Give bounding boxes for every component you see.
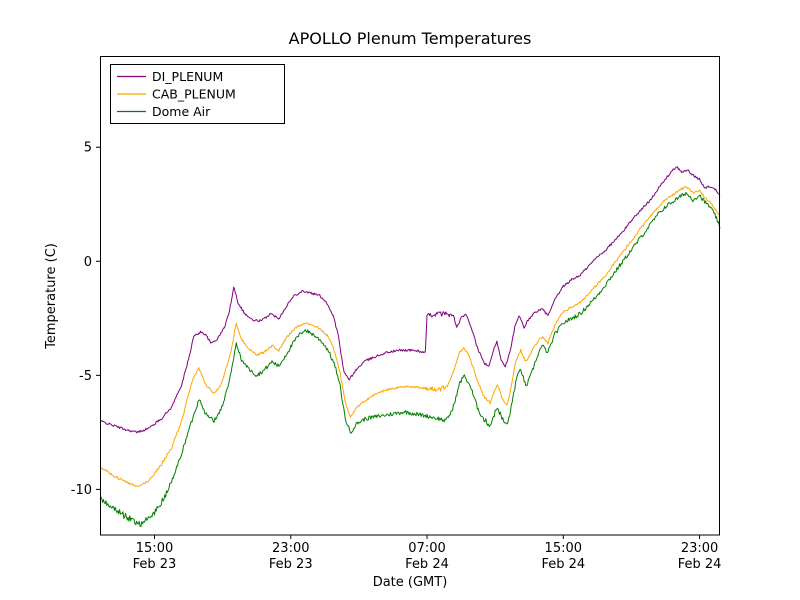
x-tick-label-date: Feb 23	[269, 557, 313, 572]
chart-title: APOLLO Plenum Temperatures	[289, 29, 532, 48]
series-line-dome-air	[99, 191, 721, 528]
x-tick-label-time: 23:00	[272, 541, 309, 556]
x-axis-label: Date (GMT)	[373, 575, 448, 590]
series-line-cab-plenum	[99, 186, 721, 488]
legend-label: CAB_PLENUM	[152, 87, 236, 102]
x-tick-label-date: Feb 24	[541, 557, 585, 572]
legend-label: Dome Air	[152, 104, 211, 119]
x-tick-label-date: Feb 24	[678, 557, 722, 572]
series-group	[99, 166, 721, 528]
legend: DI_PLENUM CAB_PLENUM Dome Air	[110, 64, 285, 124]
y-tick-label: -10	[71, 483, 92, 498]
legend-label: DI_PLENUM	[152, 69, 223, 84]
x-tick-label-time: 15:00	[136, 541, 173, 556]
plot-frame	[100, 56, 720, 536]
x-tick-label-time: 15:00	[545, 541, 582, 556]
series-line-di-plenum	[99, 166, 721, 434]
y-tick-label: -5	[79, 369, 92, 384]
x-tick-label-time: 23:00	[681, 541, 718, 556]
y-axis-label: Temperature (C)	[44, 243, 59, 350]
y-tick-label: 0	[84, 255, 92, 270]
x-tick-label-time: 07:00	[408, 541, 445, 556]
x-tick-label-date: Feb 24	[405, 557, 449, 572]
x-tick-label-date: Feb 23	[133, 557, 177, 572]
y-tick-label: 5	[84, 141, 92, 156]
